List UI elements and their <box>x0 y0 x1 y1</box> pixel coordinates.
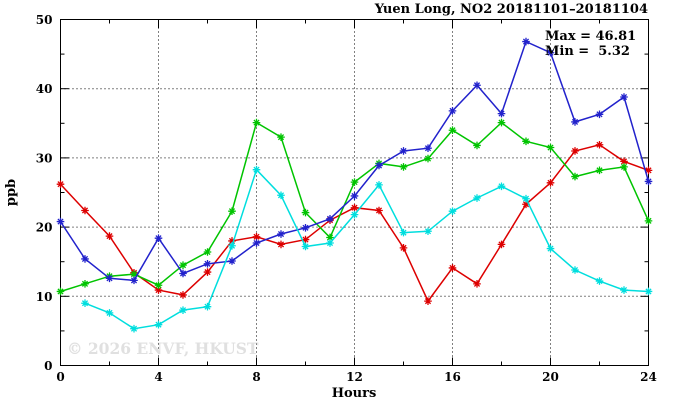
chart-title: Yuen Long, NO2 20181101–20181104 <box>374 2 648 17</box>
min-annotation: Min = 5.32 <box>545 44 630 59</box>
series-cyan-line <box>84 168 649 330</box>
x-tick-label-16: 16 <box>444 370 461 384</box>
x-tick-label-12: 12 <box>346 370 363 384</box>
series-red <box>56 140 653 305</box>
y-tick-label-30: 30 <box>36 151 53 165</box>
x-axis-label: Hours <box>332 386 377 401</box>
x-tick-label-24: 24 <box>640 370 657 384</box>
series-layer <box>56 37 653 333</box>
series-blue-line <box>59 40 650 282</box>
y-tick-label-50: 50 <box>36 13 53 27</box>
axis-layer <box>60 19 649 366</box>
y-tick-label-20: 20 <box>36 221 53 235</box>
y-tick-label-10: 10 <box>36 290 53 304</box>
x-tick-label-4: 4 <box>154 370 162 384</box>
series-blue <box>56 37 653 285</box>
series-blue-markers <box>56 37 653 285</box>
x-tick-label-8: 8 <box>252 370 260 384</box>
tick-label-layer: 0 4 8 12 16 20 24 0 10 20 30 40 50 <box>36 13 657 384</box>
series-cyan-markers <box>81 165 653 333</box>
x-tick-label-20: 20 <box>542 370 559 384</box>
watermark: © 2026 ENVF, HKUST <box>67 339 259 358</box>
y-tick-label-0: 0 <box>44 359 52 373</box>
x-tick-label-0: 0 <box>56 370 64 384</box>
y-axis-label: ppb <box>4 179 19 206</box>
max-annotation: Max = 46.81 <box>545 29 636 44</box>
y-tick-label-40: 40 <box>36 82 53 96</box>
series-cyan <box>81 165 653 333</box>
